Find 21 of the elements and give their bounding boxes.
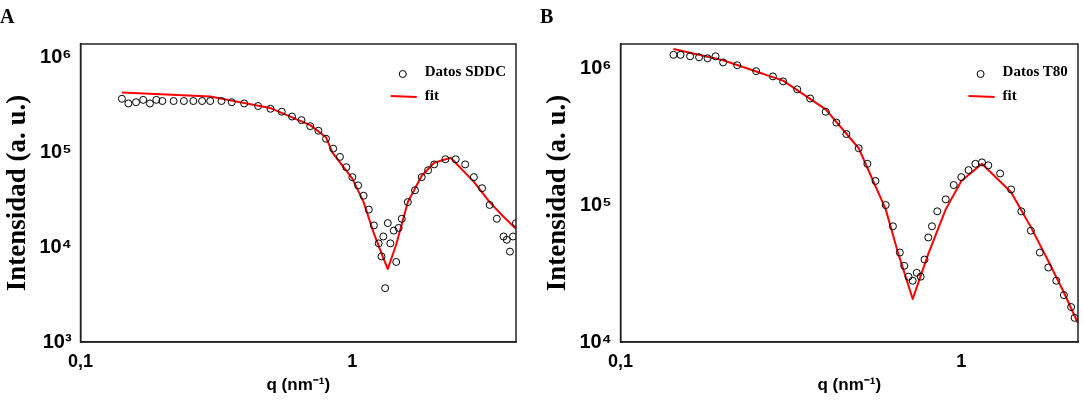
legend-label: fit xyxy=(424,86,439,103)
y-tick-label: 10⁵ xyxy=(39,140,72,163)
y-axis-title: Intensidad (a. u.) xyxy=(541,94,572,292)
y-tick-label: 10³ xyxy=(42,329,72,352)
y-tick-label: 10⁵ xyxy=(579,192,612,215)
legend-label: Datos T80 xyxy=(1002,62,1068,79)
y-tick-label: 10⁶ xyxy=(580,55,612,78)
x-axis-title: q (nm⁻¹) xyxy=(817,375,882,395)
chart-title: B xyxy=(540,5,554,28)
y-tick-label: 10⁴ xyxy=(39,234,72,257)
x-axis-title: q (nm⁻¹) xyxy=(266,375,331,395)
chart-title: A xyxy=(0,5,15,28)
y-axis-title: Intensidad (a. u.) xyxy=(1,94,32,292)
y-tick-label: 10⁴ xyxy=(579,329,612,352)
legend-label: fit xyxy=(1002,86,1017,103)
x-tick-label: 0,1 xyxy=(68,350,94,371)
x-tick-label: 1 xyxy=(347,350,358,371)
x-tick-label: 1 xyxy=(956,350,967,371)
x-tick-label: 0,1 xyxy=(608,350,634,371)
legend-label: Datos SDDC xyxy=(424,62,507,79)
y-tick-label: 10⁶ xyxy=(40,45,72,68)
